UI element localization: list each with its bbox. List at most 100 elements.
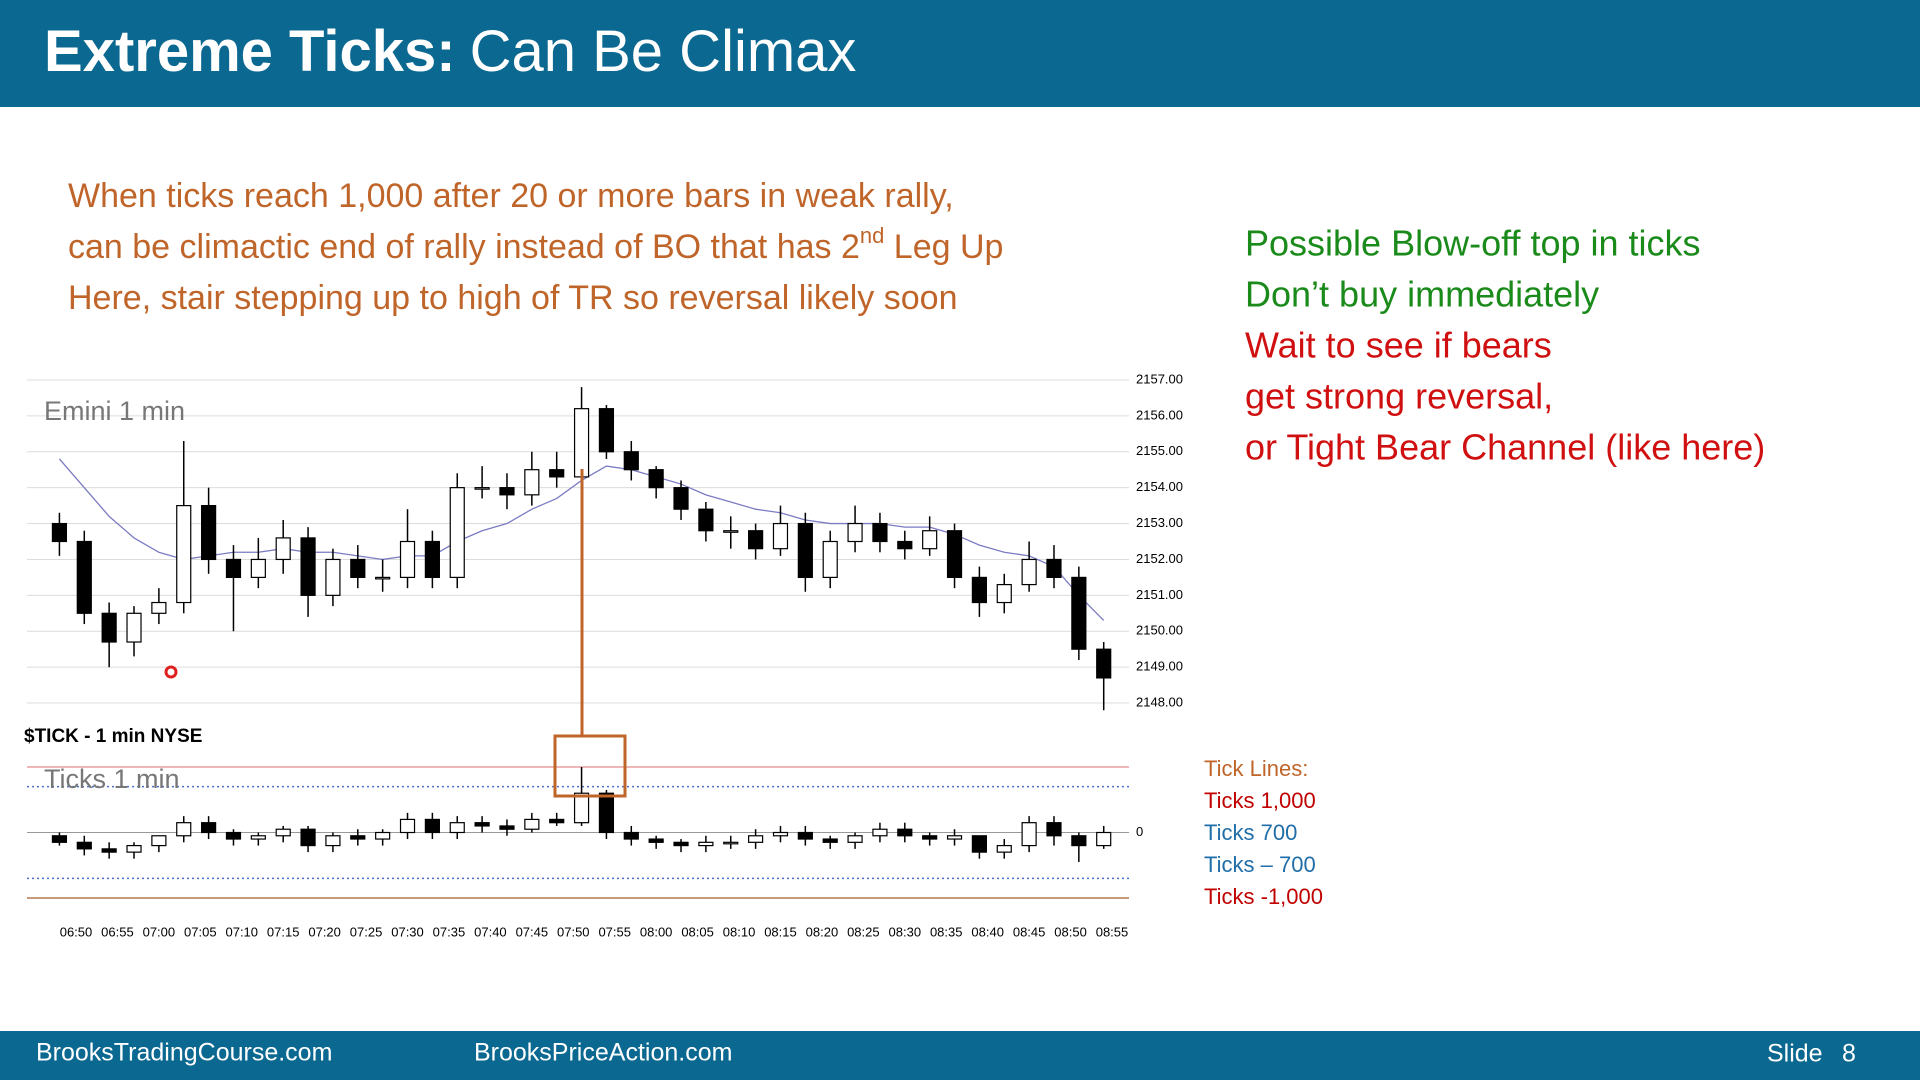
commentary-line: Don’t buy immediately: [1245, 274, 1599, 315]
candle-body: [797, 831, 813, 840]
x-tick-label: 06:50: [60, 924, 93, 939]
candle-body: [822, 540, 838, 579]
candle-body: [1071, 576, 1087, 650]
y-tick-label: 2155.00: [1136, 443, 1183, 458]
candle-body: [623, 831, 639, 840]
x-tick-label: 08:20: [806, 924, 839, 939]
commentary-line: Wait to see if bears: [1245, 325, 1552, 366]
y-tick-label: 2149.00: [1136, 659, 1183, 674]
candle-body: [723, 841, 739, 845]
title-bold: Extreme Ticks:: [44, 19, 456, 84]
candle-body: [424, 540, 440, 579]
x-tick-label: 07:20: [308, 924, 341, 939]
candle-body: [847, 835, 863, 843]
candle-body: [573, 408, 590, 478]
slide-title: Extreme Ticks: Can Be Climax: [44, 19, 856, 84]
legend-title: Tick Lines:: [1204, 756, 1308, 781]
x-tick-label: 08:10: [723, 924, 756, 939]
x-tick-label: 08:55: [1096, 924, 1129, 939]
x-tick-label: 08:25: [847, 924, 880, 939]
candle-body: [499, 487, 515, 496]
chart-source: $TICK - 1 min NYSE: [24, 726, 202, 747]
candle-body: [250, 835, 266, 840]
x-tick-label: 07:45: [516, 924, 549, 939]
chart-title: Emini 1 min: [44, 396, 185, 426]
chart-title: Ticks 1 min: [44, 764, 180, 794]
candle-body: [598, 792, 615, 834]
candle-body: [101, 848, 117, 853]
candle-body: [971, 576, 987, 604]
note-line: Here, stair stepping up to high of TR so…: [68, 279, 957, 317]
candle-body: [748, 835, 764, 843]
candle-body: [300, 537, 316, 596]
candle-body: [673, 487, 689, 510]
tick-chart: 0 Tick Lines: Ticks 1,000 Ticks 700 Ticks – …: [24, 726, 1323, 939]
candle-body: [1046, 558, 1062, 579]
candle-body: [325, 558, 341, 596]
legend-entry: Ticks 1,000: [1204, 788, 1316, 813]
x-tick-label: 06:55: [101, 924, 134, 939]
candle-body: [996, 583, 1012, 604]
x-tick-label: 07:30: [391, 924, 424, 939]
x-tick-label: 07:25: [350, 924, 383, 939]
header-bar: [0, 0, 1920, 107]
candle-body: [897, 828, 913, 837]
footer-bar: [0, 1031, 1920, 1080]
candle-body: [499, 825, 515, 830]
candle-body: [300, 828, 316, 847]
y-tick-label: 2154.00: [1136, 479, 1183, 494]
candle-body: [126, 612, 142, 643]
candle-body: [549, 818, 565, 824]
note-text: Leg Up: [884, 228, 1003, 266]
title-rest: Can Be Climax: [470, 19, 857, 84]
commentary-line: or Tight Bear Channel (like here): [1245, 427, 1765, 468]
candle-body: [225, 831, 242, 840]
candle-body: [524, 469, 540, 496]
candle-body: [922, 530, 938, 550]
candle-body: [375, 576, 391, 580]
y-tick-label: 2150.00: [1136, 623, 1183, 638]
slide-label: Slide: [1767, 1040, 1823, 1068]
x-tick-label: 07:00: [143, 924, 176, 939]
candle-body: [51, 835, 68, 843]
y-tick-label: 0: [1136, 824, 1143, 839]
candle-body: [151, 835, 167, 847]
candle-body: [449, 487, 465, 578]
candle-body: [399, 540, 416, 579]
legend-entry: Ticks -1,000: [1204, 884, 1323, 909]
candle-body: [176, 505, 192, 604]
y-tick-label: 2148.00: [1136, 694, 1183, 709]
candle-body: [698, 841, 714, 847]
candle-body: [698, 508, 714, 532]
candle-body: [350, 558, 366, 579]
candle-body: [176, 822, 192, 837]
note-sup: nd: [860, 223, 884, 248]
candle-body: [51, 522, 68, 543]
candle-body: [275, 828, 291, 837]
legend-entry: Ticks 700: [1204, 820, 1297, 845]
candle-body: [872, 522, 888, 543]
x-tick-label: 07:50: [557, 924, 590, 939]
candle-body: [1096, 648, 1112, 679]
candle-body: [648, 838, 664, 843]
commentary-line: Possible Blow-off top in ticks: [1245, 223, 1701, 264]
candle-body: [76, 540, 92, 614]
candle-body: [573, 792, 590, 824]
x-tick-label: 08:30: [889, 924, 922, 939]
candle-body: [897, 540, 913, 550]
note-line: can be climactic end of rally instead of…: [68, 223, 1003, 266]
candle-body: [76, 841, 92, 850]
candle-body: [1021, 822, 1037, 847]
y-tick-label: 2151.00: [1136, 587, 1183, 602]
candle-body: [275, 537, 291, 561]
candle-body: [723, 530, 739, 533]
candle-body: [922, 835, 938, 840]
candle-body: [797, 522, 813, 578]
notes: When ticks reach 1,000 after 20 or more …: [68, 177, 1003, 317]
candle-body: [1096, 831, 1112, 847]
candle-body: [549, 469, 565, 478]
x-tick-label: 07:55: [598, 924, 631, 939]
note-line: When ticks reach 1,000 after 20 or more …: [68, 177, 954, 215]
candle-body: [971, 835, 987, 853]
